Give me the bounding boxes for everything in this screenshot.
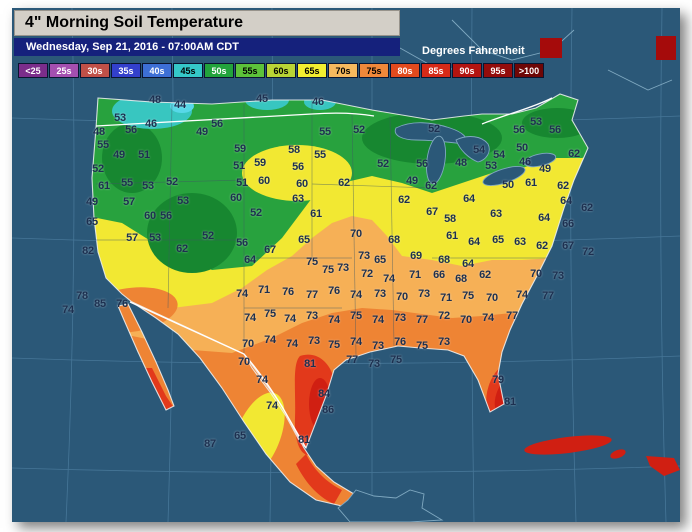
legend-item-9: 65s (297, 63, 327, 78)
page-title: 4" Morning Soil Temperature (25, 14, 243, 31)
us-mexico-border (129, 301, 307, 449)
legend-item-16: >100 (514, 63, 544, 78)
legend-item-7: 55s (235, 63, 265, 78)
temp-region-80s-mexico-east (296, 454, 342, 504)
legend-item-6: 50s (204, 63, 234, 78)
cuba-island (524, 435, 612, 455)
hispaniola-island (646, 456, 680, 476)
legend-item-1: 25s (49, 63, 79, 78)
temp-region-50s-dark-idaho (102, 123, 162, 193)
lake-ontario (523, 152, 557, 168)
north-canada-data-boxes (540, 36, 676, 60)
red-marker-rect-2 (656, 36, 676, 60)
legend-item-8: 60s (266, 63, 296, 78)
caribbean-islands (524, 435, 680, 476)
yucatan-landmass (337, 489, 444, 522)
legend-item-0: <25 (18, 63, 48, 78)
legend-item-4: 40s (142, 63, 172, 78)
red-marker-rect-1 (540, 38, 562, 58)
map-frame: 48 44 45 46 53 56 46 49 56 55 52 52 56 53 56 48 55 49 51 59… (12, 8, 680, 522)
lake-huron (455, 136, 490, 163)
temp-region-60s-montana (242, 145, 352, 201)
map-svg (12, 8, 680, 522)
legend-item-11: 75s (359, 63, 389, 78)
international-borders (95, 97, 553, 449)
lake-michigan (426, 135, 446, 185)
cuba-east-island (610, 449, 626, 459)
lake-erie (482, 166, 526, 186)
title-bar: 4" Morning Soil Temperature (14, 10, 400, 36)
legend-item-3: 35s (111, 63, 141, 78)
date-bar: Wednesday, Sep 21, 2016 - 07:00AM CDT (14, 38, 400, 56)
legend-item-14: 90s (452, 63, 482, 78)
legend-item-12: 80s (390, 63, 420, 78)
legend: <25 25s 30s 35s 40s 45s 50s 55s 60s 65s 70s 75s 80s 8… (18, 63, 544, 78)
legend-item-15: 95s (483, 63, 513, 78)
state-boundary-lines (95, 100, 552, 357)
timestamp-text: Wednesday, Sep 21, 2016 - 07:00AM CDT (26, 41, 239, 53)
legend-item-2: 30s (80, 63, 110, 78)
legend-item-10: 70s (328, 63, 358, 78)
st-lawrence-border (481, 97, 553, 125)
legend-item-13: 85s (421, 63, 451, 78)
great-lakes (394, 122, 557, 186)
units-label: Degrees Fahrenheit (422, 45, 525, 57)
legend-item-5: 45s (173, 63, 203, 78)
us-canada-border (95, 112, 375, 127)
temp-region-50s-dark-rockies (147, 193, 237, 273)
